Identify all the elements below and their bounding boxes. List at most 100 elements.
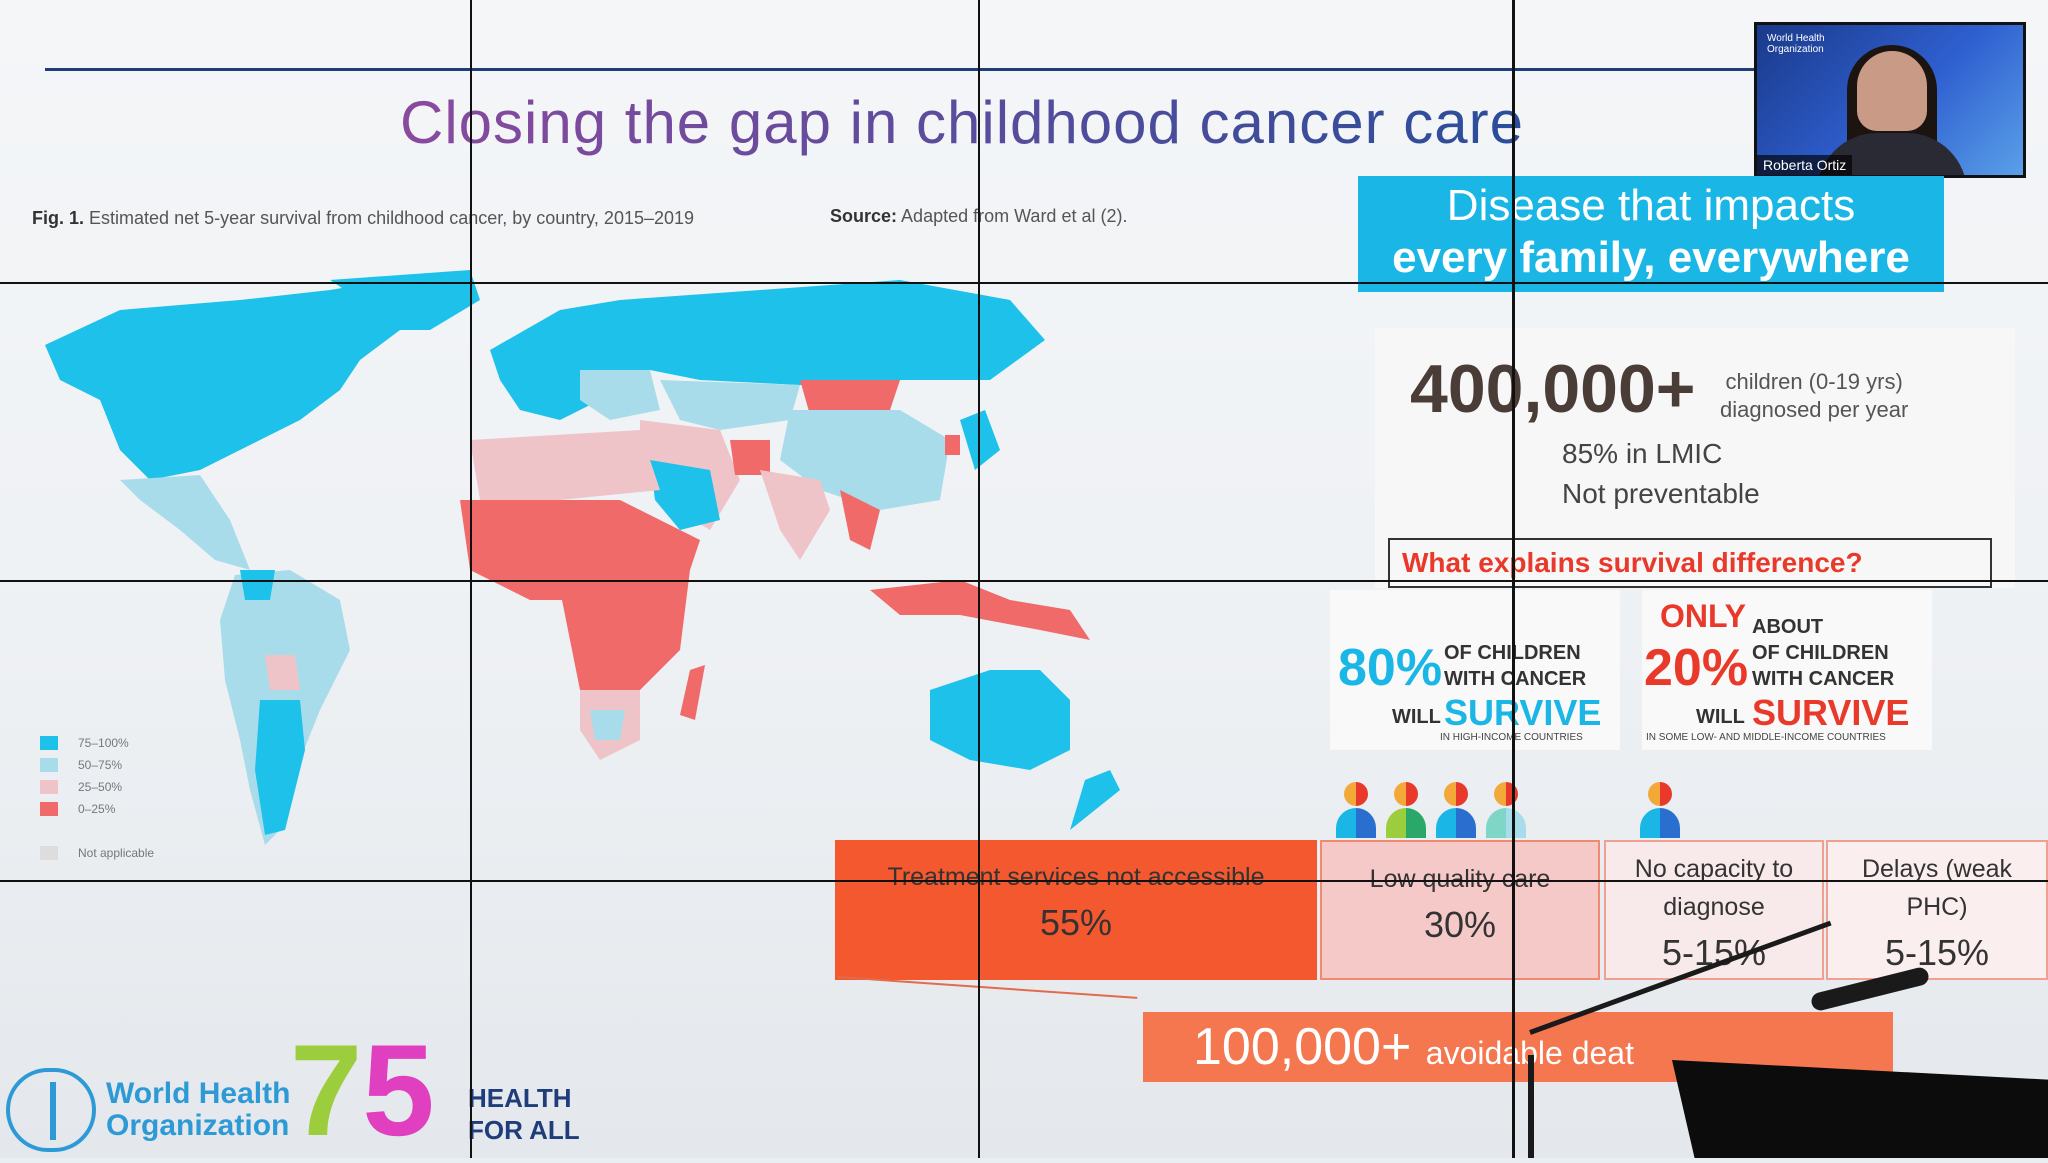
legend-item: 75–100% — [40, 732, 154, 754]
map-eastern-europe — [580, 370, 660, 420]
map-central-asia — [660, 380, 800, 430]
map-mexico — [120, 475, 250, 570]
presenter-video-tile[interactable]: World Health Organization Roberta Ortiz — [1754, 22, 2026, 178]
map-india — [760, 470, 830, 560]
low-income-people-icons — [1640, 782, 1680, 838]
legend-label: 75–100% — [78, 736, 129, 750]
cause-label: No capacity to diagnose — [1634, 855, 1794, 921]
high-income-survive: SURVIVE — [1444, 692, 1602, 733]
map-australia — [930, 670, 1070, 770]
title-rule — [45, 68, 1755, 71]
who-emblem-icon — [6, 1068, 96, 1152]
world-survival-map — [45, 270, 1120, 845]
map-venezuela — [240, 570, 275, 600]
legend-label: Not applicable — [78, 846, 155, 860]
map-brazil-south — [255, 700, 305, 835]
legend-swatch — [40, 780, 58, 794]
cause-label: Treatment services not accessible — [887, 863, 1265, 891]
cause-value: 55% — [1039, 902, 1113, 943]
slide-title: Closing the gap in childhood cancer care — [400, 89, 1525, 156]
screen-seam — [470, 0, 472, 1158]
low-income-will: WILL — [1696, 706, 1745, 728]
survival-question: What explains survival difference? — [1388, 538, 1992, 588]
legend-item: 50–75% — [40, 754, 154, 776]
map-new-zealand — [1070, 770, 1120, 830]
stat-panel — [1375, 328, 2015, 588]
map-legend: 75–100% 50–75% 25–50% 0–25% Not applicab… — [40, 732, 154, 864]
map-indonesia — [870, 580, 1090, 640]
person-icon — [1436, 782, 1476, 838]
low-income-with: WITH CANCER — [1752, 668, 1895, 690]
cause-delays: Delays (weak PHC) 5-15% — [1826, 840, 2048, 980]
presenter-name-label: Roberta Ortiz — [1757, 155, 1853, 175]
person-icon — [1386, 782, 1426, 838]
legend-item: 0–25% — [40, 798, 154, 820]
who-75-logo: 75 — [290, 1017, 435, 1163]
map-south-africa-blue — [590, 710, 625, 740]
map-central-africa — [560, 570, 690, 710]
low-income-note: IN SOME LOW- AND MIDDLE-INCOME COUNTRIES — [1646, 732, 1886, 743]
map-saudi — [650, 460, 720, 530]
presenter-face — [1857, 51, 1927, 131]
map-mongolia — [800, 380, 900, 415]
legend-swatch — [40, 846, 58, 860]
who-logo: World Health Organization — [6, 1068, 290, 1152]
podium — [1672, 1060, 2048, 1158]
diagnosed-count: 400,000+ — [1410, 351, 1696, 427]
map-southeast-asia — [840, 490, 880, 550]
person-icon — [1640, 782, 1680, 838]
low-income-survival: ONLY ABOUT 20% OF CHILDREN WITH CANCER W… — [1642, 590, 1932, 750]
map-north-africa — [470, 430, 660, 500]
figure-source: Source: Adapted from Ward et al (2). — [830, 206, 1128, 226]
screen-seam — [1512, 0, 1515, 1158]
map-russia — [620, 280, 1045, 385]
person-icon — [1486, 782, 1526, 838]
lmic-facts: 85% in LMIC Not preventable — [1562, 438, 1760, 509]
high-income-with: WITH CANCER — [1444, 668, 1587, 690]
impact-banner: Disease that impacts every family, every… — [1358, 176, 1944, 292]
microphone-stand — [1528, 1055, 1534, 1158]
legend-item-na: Not applicable — [40, 842, 154, 864]
banner-line: Disease that impacts — [1446, 181, 1856, 230]
avoidable-deaths-banner: 100,000+ avoidable deat — [1143, 1012, 1893, 1082]
cause-label: Delays (weak PHC) — [1861, 855, 2013, 921]
diagnosed-caption: children (0-19 yrs) diagnosed per year — [1720, 369, 1909, 422]
map-japan — [960, 410, 1000, 470]
high-income-will: WILL — [1392, 706, 1441, 728]
high-income-note: IN HIGH-INCOME COUNTRIES — [1440, 732, 1583, 743]
legend-swatch — [40, 758, 58, 772]
cause-value: 5-15% — [1884, 932, 1990, 973]
cause-no-diagnosis: No capacity to diagnose 5-15% — [1604, 840, 1824, 980]
health-for-all-text: HEALTH FOR ALL — [468, 1083, 580, 1145]
cause-low-quality: Low quality care 30% — [1320, 840, 1600, 980]
map-afghanistan — [730, 440, 770, 475]
legend-swatch — [40, 736, 58, 750]
map-madagascar — [680, 665, 705, 720]
legend-label: 25–50% — [78, 780, 123, 794]
low-income-pct: 20% — [1644, 639, 1749, 697]
low-income-of: OF CHILDREN — [1752, 642, 1889, 664]
legend-label: 50–75% — [78, 758, 123, 772]
map-korea — [945, 435, 960, 455]
screen-seam — [0, 282, 2048, 284]
screen-seam — [0, 880, 2048, 882]
low-income-survive: SURVIVE — [1752, 692, 1910, 733]
cause-label: Low quality care — [1369, 865, 1551, 893]
low-income-only: ONLY — [1660, 598, 1746, 634]
legend-swatch — [40, 802, 58, 816]
low-income-about: ABOUT — [1752, 616, 1824, 638]
video-who-badge: World Health Organization — [1767, 33, 1825, 55]
banner-line: every family, everywhere — [1392, 233, 1910, 282]
map-north-america — [45, 275, 470, 480]
figure-caption: Fig. 1. Estimated net 5-year survival fr… — [32, 208, 695, 228]
map-bolivia — [265, 655, 300, 690]
screen-seam — [0, 580, 2048, 582]
high-income-survival: 80% OF CHILDREN WITH CANCER WILL SURVIVE… — [1330, 590, 1620, 750]
screen-seam — [978, 0, 980, 1158]
cause-value: 30% — [1423, 904, 1497, 945]
high-income-pct: 80% — [1338, 639, 1443, 697]
high-income-people-icons — [1336, 782, 1526, 838]
who-logo-text: World Health Organization — [106, 1077, 291, 1142]
cause-treatment-access: Treatment services not accessible 55% — [835, 840, 1317, 980]
